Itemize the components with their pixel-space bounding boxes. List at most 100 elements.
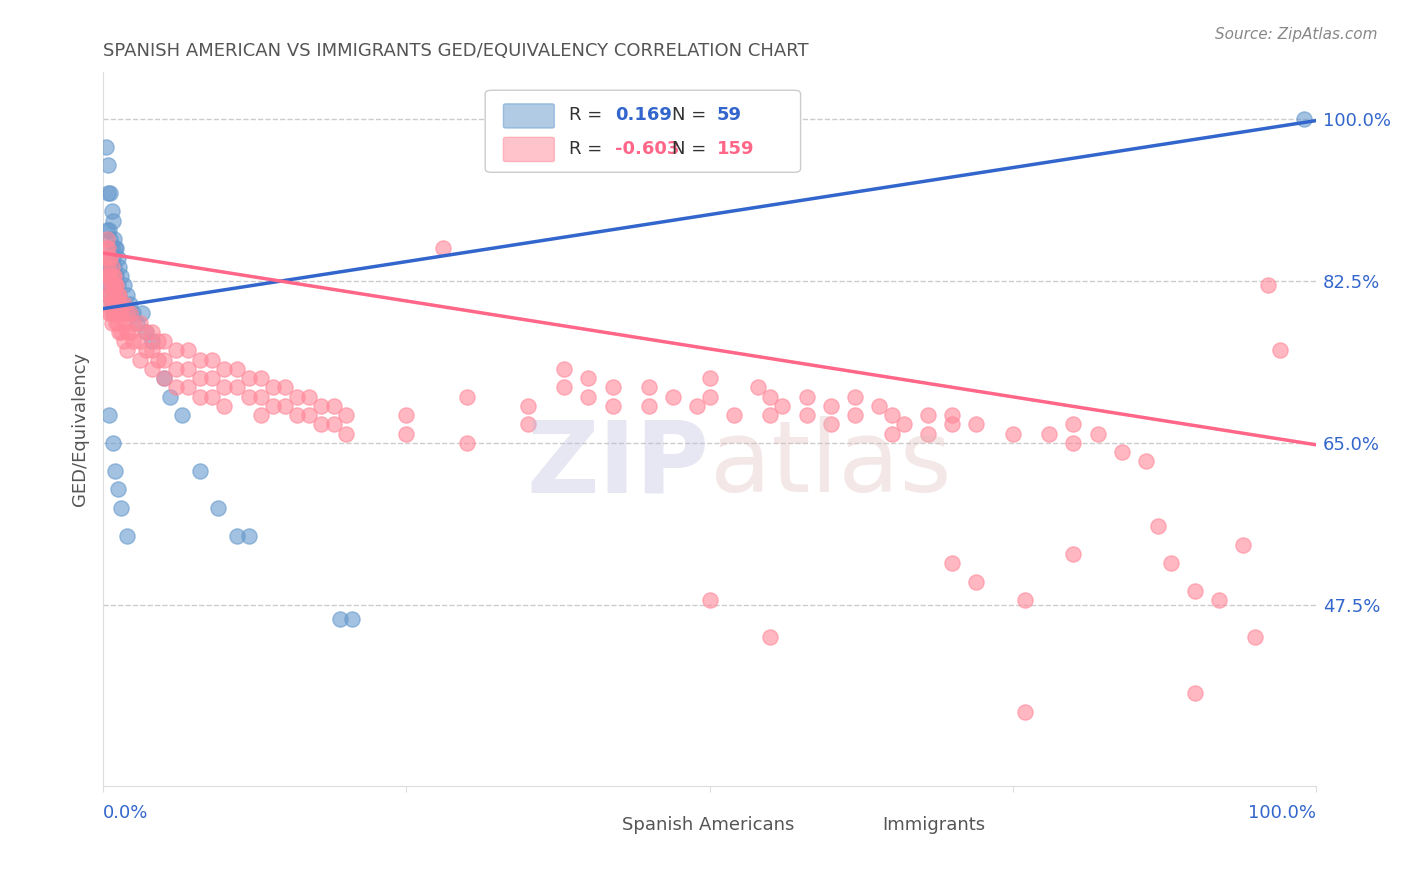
Point bbox=[104, 306, 127, 320]
Y-axis label: GED/Equivalency: GED/Equivalency bbox=[72, 352, 89, 506]
Point bbox=[820, 417, 842, 432]
Point bbox=[699, 390, 721, 404]
Point bbox=[98, 306, 121, 320]
Point bbox=[1111, 445, 1133, 459]
Point bbox=[98, 251, 121, 265]
Point bbox=[249, 371, 271, 385]
Point bbox=[103, 287, 125, 301]
Text: Immigrants: Immigrants bbox=[882, 816, 986, 834]
Point bbox=[1232, 538, 1254, 552]
Point bbox=[100, 297, 122, 311]
Point bbox=[262, 380, 284, 394]
Text: 0.169: 0.169 bbox=[614, 106, 672, 124]
Point bbox=[322, 399, 344, 413]
Point bbox=[770, 399, 793, 413]
Point bbox=[207, 500, 229, 515]
Point bbox=[117, 287, 139, 301]
Point bbox=[103, 232, 125, 246]
Point bbox=[285, 390, 308, 404]
Point bbox=[322, 417, 344, 432]
Point bbox=[127, 316, 149, 330]
Point bbox=[941, 417, 963, 432]
Point bbox=[340, 612, 363, 626]
Text: Source: ZipAtlas.com: Source: ZipAtlas.com bbox=[1215, 27, 1378, 42]
Point bbox=[456, 436, 478, 450]
Point bbox=[128, 316, 150, 330]
Text: Spanish Americans: Spanish Americans bbox=[623, 816, 794, 834]
Point bbox=[602, 380, 624, 394]
Point bbox=[100, 316, 122, 330]
Point bbox=[723, 408, 745, 422]
Point bbox=[576, 371, 599, 385]
Point bbox=[638, 380, 661, 394]
Point bbox=[796, 390, 818, 404]
Text: R =: R = bbox=[569, 106, 607, 124]
Point bbox=[100, 260, 122, 274]
Point bbox=[880, 426, 903, 441]
Point bbox=[844, 408, 866, 422]
Point bbox=[100, 278, 122, 293]
Point bbox=[188, 464, 211, 478]
Point bbox=[104, 278, 127, 293]
Point bbox=[141, 334, 163, 348]
Point bbox=[108, 287, 131, 301]
Point bbox=[135, 343, 157, 358]
Point bbox=[112, 316, 135, 330]
Point bbox=[100, 278, 122, 293]
Point bbox=[1014, 593, 1036, 607]
Point bbox=[105, 269, 128, 284]
Point bbox=[104, 241, 127, 255]
Point bbox=[98, 251, 121, 265]
Text: -0.603: -0.603 bbox=[614, 140, 679, 158]
Point bbox=[146, 352, 169, 367]
Point bbox=[131, 306, 153, 320]
FancyBboxPatch shape bbox=[503, 103, 554, 128]
Point bbox=[112, 334, 135, 348]
Point bbox=[249, 390, 271, 404]
Point bbox=[118, 325, 141, 339]
Point bbox=[201, 390, 224, 404]
Point bbox=[1062, 547, 1084, 561]
Point bbox=[105, 316, 128, 330]
Point bbox=[965, 574, 987, 589]
Point bbox=[638, 399, 661, 413]
Point bbox=[98, 223, 121, 237]
Point bbox=[96, 269, 118, 284]
Point bbox=[165, 361, 187, 376]
Text: SPANISH AMERICAN VS IMMIGRANTS GED/EQUIVALENCY CORRELATION CHART: SPANISH AMERICAN VS IMMIGRANTS GED/EQUIV… bbox=[103, 42, 808, 60]
Point bbox=[128, 352, 150, 367]
Point bbox=[97, 241, 120, 255]
Point bbox=[395, 408, 418, 422]
Point bbox=[98, 269, 121, 284]
Point bbox=[98, 408, 121, 422]
Point bbox=[122, 334, 145, 348]
Point bbox=[1062, 436, 1084, 450]
Point bbox=[201, 352, 224, 367]
Point bbox=[97, 186, 120, 200]
Point bbox=[101, 436, 124, 450]
Point bbox=[516, 399, 538, 413]
Point bbox=[108, 287, 131, 301]
Point bbox=[128, 334, 150, 348]
Point bbox=[335, 408, 357, 422]
Point bbox=[107, 316, 129, 330]
Point bbox=[105, 241, 128, 255]
Point bbox=[165, 343, 187, 358]
Point bbox=[141, 361, 163, 376]
Point bbox=[686, 399, 709, 413]
Point bbox=[1014, 705, 1036, 719]
Point bbox=[177, 380, 200, 394]
Point bbox=[101, 251, 124, 265]
Point bbox=[110, 269, 132, 284]
Point bbox=[101, 297, 124, 311]
FancyBboxPatch shape bbox=[485, 90, 800, 172]
Point bbox=[117, 528, 139, 542]
Point bbox=[699, 593, 721, 607]
Text: R =: R = bbox=[569, 140, 607, 158]
Point bbox=[759, 390, 782, 404]
Point bbox=[101, 278, 124, 293]
Point bbox=[100, 251, 122, 265]
Text: 159: 159 bbox=[717, 140, 755, 158]
Point bbox=[97, 260, 120, 274]
Point bbox=[96, 287, 118, 301]
